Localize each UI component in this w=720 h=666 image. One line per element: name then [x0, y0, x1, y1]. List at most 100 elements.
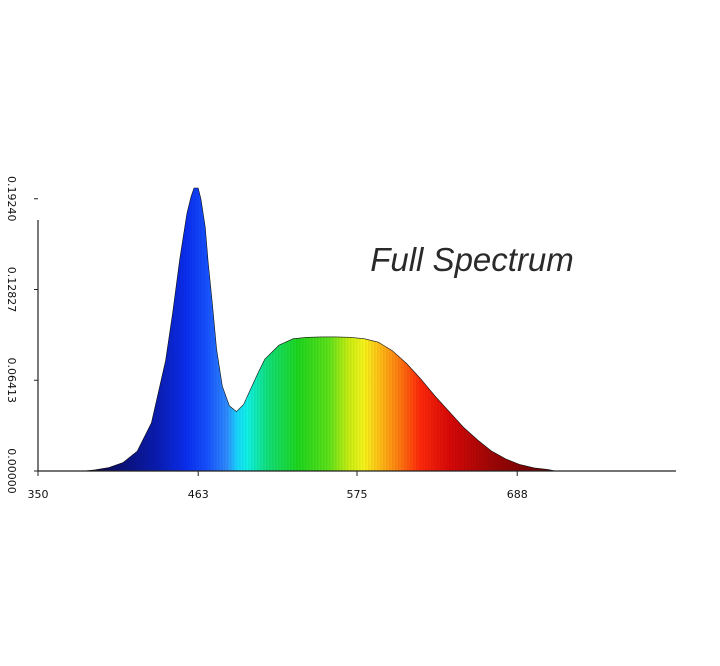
spectrum-stripe	[284, 188, 286, 471]
spectrum-stripe	[266, 188, 268, 471]
spectrum-stripe	[143, 188, 145, 471]
spectrum-stripe	[95, 188, 97, 471]
spectrum-stripe	[452, 188, 454, 471]
spectrum-outline	[83, 187, 556, 472]
spectrum-stripe	[131, 188, 133, 471]
spectrum-stripe	[116, 188, 118, 471]
spectrum-stripe	[314, 188, 316, 471]
spectrum-stripe	[365, 188, 367, 471]
spectrum-stripe	[275, 188, 277, 471]
spectrum-stripe	[497, 188, 499, 471]
spectrum-stripe	[554, 188, 556, 471]
spectrum-stripe	[218, 188, 220, 471]
spectrum-stripe	[113, 188, 115, 471]
spectrum-stripe	[203, 188, 205, 471]
spectrum-stripe	[476, 188, 478, 471]
spectrum-stripe	[278, 188, 280, 471]
spectrum-stripe	[455, 188, 457, 471]
spectrum-stripe	[386, 188, 388, 471]
spectrum-stripe	[248, 188, 250, 471]
spectrum-stripe	[419, 188, 421, 471]
spectrum-stripe	[380, 188, 382, 471]
spectrum-stripe	[182, 188, 184, 471]
spectrum-stripe	[362, 188, 364, 471]
spectrum-stripe	[194, 188, 196, 471]
spectrum-stripe	[122, 188, 124, 471]
spectrum-stripe	[512, 188, 514, 471]
spectrum-stripe	[323, 188, 325, 471]
spectrum-stripe	[86, 188, 88, 471]
spectrum-stripe	[233, 188, 235, 471]
spectrum-stripe	[410, 188, 412, 471]
spectrum-stripe	[440, 188, 442, 471]
spectrum-stripe	[521, 188, 523, 471]
spectrum-stripe	[428, 188, 430, 471]
y-axis-ticks: 0.00000 0.06413 0.12827 0.19240	[5, 176, 38, 494]
spectrum-stripe	[392, 188, 394, 471]
spectrum-stripe	[371, 188, 373, 471]
spectrum-stripe	[404, 188, 406, 471]
spectrum-stripe	[356, 188, 358, 471]
x-tick-label: 575	[347, 488, 368, 501]
spectrum-stripe	[446, 188, 448, 471]
spectrum-stripe	[185, 188, 187, 471]
spectrum-stripe	[107, 188, 109, 471]
spectrum-stripe	[347, 188, 349, 471]
spectrum-stripe	[350, 188, 352, 471]
spectrum-stripe	[407, 188, 409, 471]
spectrum-stripe	[422, 188, 424, 471]
spectrum-stripe	[251, 188, 253, 471]
spectrum-stripe	[188, 188, 190, 471]
spectrum-stripe	[329, 188, 331, 471]
spectrum-color-fill	[83, 188, 556, 471]
spectrum-stripe	[434, 188, 436, 471]
spectrum-stripe	[338, 188, 340, 471]
x-tick-label: 688	[507, 488, 528, 501]
spectrum-stripe	[482, 188, 484, 471]
spectrum-stripe	[125, 188, 127, 471]
spectrum-stripe	[401, 188, 403, 471]
spectrum-stripe	[110, 188, 112, 471]
spectrum-stripe	[83, 188, 85, 471]
spectrum-stripe	[245, 188, 247, 471]
spectrum-stripe	[344, 188, 346, 471]
spectrum-stripe	[158, 188, 160, 471]
spectrum-stripe	[140, 188, 142, 471]
spectrum-stripe	[548, 188, 550, 471]
spectrum-stripe	[491, 188, 493, 471]
spectrum-stripe	[509, 188, 511, 471]
spectrum-stripe	[170, 188, 172, 471]
spectrum-stripe	[173, 188, 175, 471]
spectrum-stripe	[206, 188, 208, 471]
spectrum-stripe	[290, 188, 292, 471]
spectrum-stripe	[302, 188, 304, 471]
x-tick-label: 350	[28, 488, 49, 501]
spectrum-stripe	[545, 188, 547, 471]
spectrum-stripe	[128, 188, 130, 471]
spectrum-stripe	[281, 188, 283, 471]
spectrum-stripe	[161, 188, 163, 471]
spectrum-stripe	[458, 188, 460, 471]
spectrum-stripe	[389, 188, 391, 471]
spectrum-stripe	[383, 188, 385, 471]
spectrum-stripe	[209, 188, 211, 471]
spectrum-stripe	[176, 188, 178, 471]
spectrum-stripe	[473, 188, 475, 471]
spectrum-stripe	[530, 188, 532, 471]
spectrum-stripe	[164, 188, 166, 471]
spectrum-stripe	[524, 188, 526, 471]
spectrum-stripe	[167, 188, 169, 471]
spectrum-stripe	[89, 188, 91, 471]
y-tick-label: 0.12827	[5, 267, 18, 313]
spectrum-stripe	[374, 188, 376, 471]
spectrum-stripe	[527, 188, 529, 471]
spectrum-stripe	[416, 188, 418, 471]
spectrum-stripe	[542, 188, 544, 471]
spectrum-stripe	[488, 188, 490, 471]
spectrum-stripe	[257, 188, 259, 471]
spectrum-stripe	[326, 188, 328, 471]
spectrum-stripe	[101, 188, 103, 471]
spectrum-stripe	[413, 188, 415, 471]
spectrum-stripe	[119, 188, 121, 471]
spectrum-stripe	[353, 188, 355, 471]
